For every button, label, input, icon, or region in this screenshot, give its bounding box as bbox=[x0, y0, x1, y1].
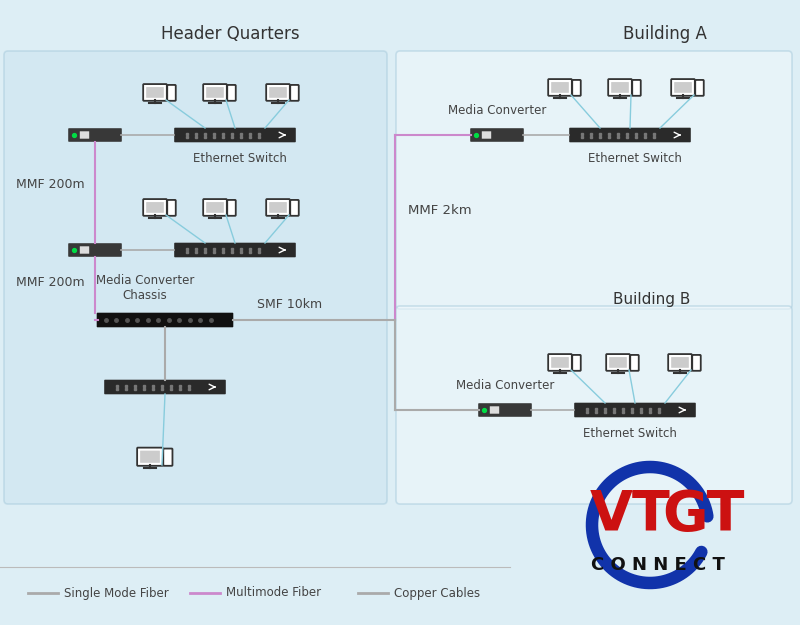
FancyBboxPatch shape bbox=[482, 131, 491, 139]
FancyBboxPatch shape bbox=[695, 80, 704, 96]
FancyBboxPatch shape bbox=[548, 79, 572, 96]
FancyBboxPatch shape bbox=[470, 128, 524, 142]
FancyBboxPatch shape bbox=[551, 82, 569, 92]
FancyBboxPatch shape bbox=[632, 80, 641, 96]
FancyBboxPatch shape bbox=[608, 79, 632, 96]
FancyBboxPatch shape bbox=[674, 82, 692, 92]
FancyBboxPatch shape bbox=[290, 200, 298, 216]
FancyBboxPatch shape bbox=[572, 355, 581, 371]
FancyBboxPatch shape bbox=[203, 84, 227, 101]
FancyBboxPatch shape bbox=[606, 354, 630, 371]
Text: Copper Cables: Copper Cables bbox=[394, 586, 480, 599]
FancyBboxPatch shape bbox=[167, 200, 176, 216]
Text: MMF 200m: MMF 200m bbox=[16, 276, 85, 289]
Text: VT: VT bbox=[590, 488, 670, 542]
FancyBboxPatch shape bbox=[163, 449, 173, 466]
FancyBboxPatch shape bbox=[143, 199, 167, 216]
FancyBboxPatch shape bbox=[146, 202, 164, 212]
FancyBboxPatch shape bbox=[611, 82, 629, 92]
FancyBboxPatch shape bbox=[692, 355, 701, 371]
FancyBboxPatch shape bbox=[68, 128, 122, 142]
Text: Ethernet Switch: Ethernet Switch bbox=[583, 427, 677, 440]
FancyBboxPatch shape bbox=[4, 51, 387, 504]
FancyBboxPatch shape bbox=[572, 80, 581, 96]
FancyBboxPatch shape bbox=[80, 131, 90, 139]
Text: Multimode Fiber: Multimode Fiber bbox=[226, 586, 321, 599]
FancyBboxPatch shape bbox=[174, 242, 296, 258]
FancyBboxPatch shape bbox=[266, 84, 290, 101]
FancyBboxPatch shape bbox=[68, 243, 122, 257]
Text: C O N N E C T: C O N N E C T bbox=[591, 556, 725, 574]
FancyBboxPatch shape bbox=[137, 448, 163, 466]
FancyBboxPatch shape bbox=[80, 246, 90, 254]
FancyBboxPatch shape bbox=[290, 85, 298, 101]
Text: Single Mode Fiber: Single Mode Fiber bbox=[64, 586, 169, 599]
FancyBboxPatch shape bbox=[167, 85, 176, 101]
FancyBboxPatch shape bbox=[671, 79, 695, 96]
FancyBboxPatch shape bbox=[269, 87, 287, 98]
Text: Building A: Building A bbox=[623, 25, 707, 43]
Text: Building B: Building B bbox=[613, 292, 690, 307]
FancyBboxPatch shape bbox=[396, 51, 792, 309]
Text: Ethernet Switch: Ethernet Switch bbox=[193, 152, 287, 165]
FancyBboxPatch shape bbox=[668, 354, 692, 371]
FancyBboxPatch shape bbox=[269, 202, 287, 212]
Text: Media Converter
Chassis: Media Converter Chassis bbox=[96, 274, 194, 302]
FancyBboxPatch shape bbox=[174, 127, 296, 142]
FancyBboxPatch shape bbox=[104, 380, 226, 394]
Text: MMF 2km: MMF 2km bbox=[408, 204, 472, 216]
FancyBboxPatch shape bbox=[206, 87, 224, 98]
FancyBboxPatch shape bbox=[203, 199, 227, 216]
FancyBboxPatch shape bbox=[227, 85, 236, 101]
FancyBboxPatch shape bbox=[206, 202, 224, 212]
Text: Media Converter: Media Converter bbox=[456, 379, 554, 392]
FancyBboxPatch shape bbox=[146, 87, 164, 98]
FancyBboxPatch shape bbox=[548, 354, 572, 371]
FancyBboxPatch shape bbox=[570, 127, 691, 142]
FancyBboxPatch shape bbox=[140, 451, 160, 462]
FancyBboxPatch shape bbox=[574, 402, 696, 418]
FancyBboxPatch shape bbox=[227, 200, 236, 216]
FancyBboxPatch shape bbox=[478, 403, 532, 417]
FancyBboxPatch shape bbox=[630, 355, 638, 371]
FancyBboxPatch shape bbox=[396, 306, 792, 504]
Text: SMF 10km: SMF 10km bbox=[258, 298, 322, 311]
FancyBboxPatch shape bbox=[143, 84, 167, 101]
FancyBboxPatch shape bbox=[490, 406, 499, 414]
FancyBboxPatch shape bbox=[266, 199, 290, 216]
Text: GT: GT bbox=[662, 488, 744, 542]
FancyBboxPatch shape bbox=[551, 357, 569, 367]
Text: MMF 200m: MMF 200m bbox=[16, 179, 85, 191]
Text: Ethernet Switch: Ethernet Switch bbox=[588, 152, 682, 165]
FancyBboxPatch shape bbox=[97, 312, 234, 328]
Text: Media Converter: Media Converter bbox=[448, 104, 546, 117]
FancyBboxPatch shape bbox=[609, 357, 627, 367]
FancyBboxPatch shape bbox=[671, 357, 689, 367]
Text: Header Quarters: Header Quarters bbox=[161, 25, 299, 43]
